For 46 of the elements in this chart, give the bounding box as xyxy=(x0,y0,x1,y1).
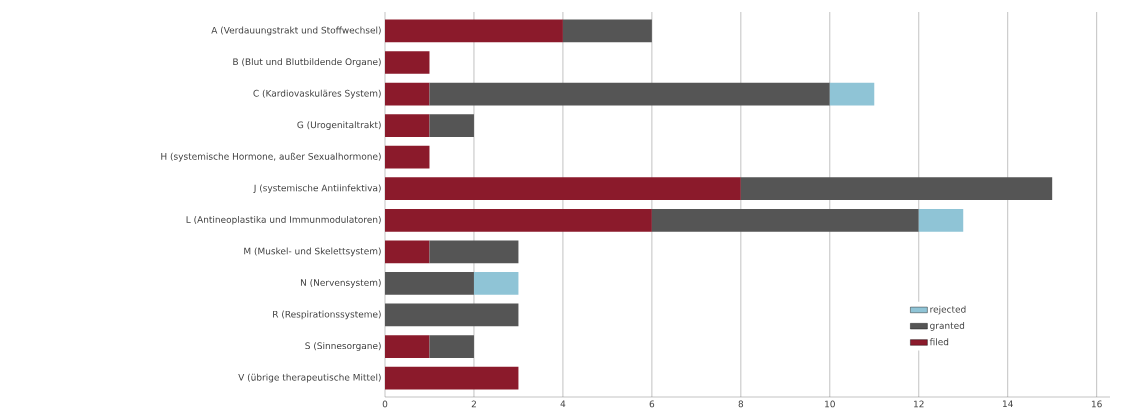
legend-label: granted xyxy=(930,322,965,331)
bar xyxy=(385,335,430,358)
legend-label: filed xyxy=(929,338,949,346)
y-tick-label: A (Verdauungstrakt und Stoffwechsel) xyxy=(211,26,381,36)
x-tick-label: 6 xyxy=(649,400,655,408)
y-tick-label: L (Antineoplastika und Immunmodulatoren) xyxy=(186,215,381,225)
bar xyxy=(385,114,430,137)
y-tick-label: B (Blut und Blutbildende Organe) xyxy=(233,58,381,67)
x-tick-label: 0 xyxy=(382,400,388,408)
bar xyxy=(385,366,519,390)
bar xyxy=(385,272,474,295)
bar xyxy=(385,303,519,327)
bar xyxy=(429,114,474,137)
x-tick-label: 14 xyxy=(1002,400,1013,408)
bar xyxy=(385,177,741,201)
x-tick-label: 2 xyxy=(471,400,476,408)
bar xyxy=(740,177,1053,201)
bar xyxy=(429,82,830,106)
y-tick-label: H (systemische Hormone, außer Sexualhormone) xyxy=(161,152,381,162)
x-tick-label: 10 xyxy=(825,400,835,408)
x-tick-label: 8 xyxy=(738,400,744,408)
y-tick-label: R (Respirationssysteme) xyxy=(273,310,381,320)
y-tick-label: V (übrige therapeutische Mittel) xyxy=(238,373,381,383)
bar xyxy=(473,272,519,295)
legend-label: rejected xyxy=(930,305,966,315)
bar xyxy=(385,51,430,74)
bar xyxy=(385,208,652,232)
y-tick-label: S (Sinnesorgane) xyxy=(305,342,381,351)
bar xyxy=(385,145,430,169)
y-tick-label: G (Urogenitaltrakt) xyxy=(297,121,381,130)
bar xyxy=(918,208,964,232)
bar xyxy=(429,240,519,264)
x-tick-label: 12 xyxy=(914,400,924,408)
bar xyxy=(429,335,474,358)
bar xyxy=(385,19,563,43)
bar xyxy=(385,82,430,106)
y-tick-label: C (Kardiovaskuläres System) xyxy=(253,89,381,99)
bar xyxy=(562,19,652,43)
bar xyxy=(829,82,875,106)
bar xyxy=(385,240,430,264)
x-tick-label: 16 xyxy=(1091,400,1102,408)
x-tick-label: 4 xyxy=(560,400,566,408)
bar xyxy=(651,208,919,232)
y-tick-label: M (Muskel- und Skelettsystem) xyxy=(244,247,381,257)
y-tick-label: J (systemische Antiinfektiva) xyxy=(253,184,381,194)
y-tick-label: N (Nervensystem) xyxy=(300,279,381,288)
